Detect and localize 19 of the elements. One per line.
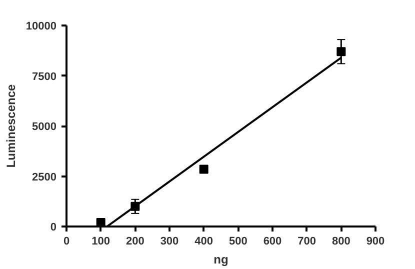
- x-tick-label: 400: [194, 236, 214, 248]
- y-axis-title: Luminescence: [4, 84, 18, 168]
- x-axis-title: ng: [214, 252, 228, 266]
- x-tick-label: 0: [63, 236, 70, 248]
- y-tick-label: 5000: [32, 121, 57, 133]
- point: [199, 164, 208, 174]
- x-tick-label: 200: [126, 236, 144, 248]
- x-tick-label: 100: [92, 236, 110, 248]
- x-tick-label: 500: [228, 236, 248, 248]
- x-tick-label: 800: [332, 236, 350, 248]
- x-tick-label: 600: [263, 236, 282, 248]
- y-tick-label: 10000: [26, 20, 57, 32]
- x-tick-label: 300: [160, 236, 179, 248]
- point: [336, 47, 346, 56]
- x-tick-label: 900: [366, 236, 385, 248]
- y-tick-label: 0: [50, 222, 57, 234]
- y-tick-label: 7500: [32, 70, 57, 83]
- x-tick-label: 700: [298, 236, 316, 248]
- y-tick-label: 2500: [32, 171, 57, 184]
